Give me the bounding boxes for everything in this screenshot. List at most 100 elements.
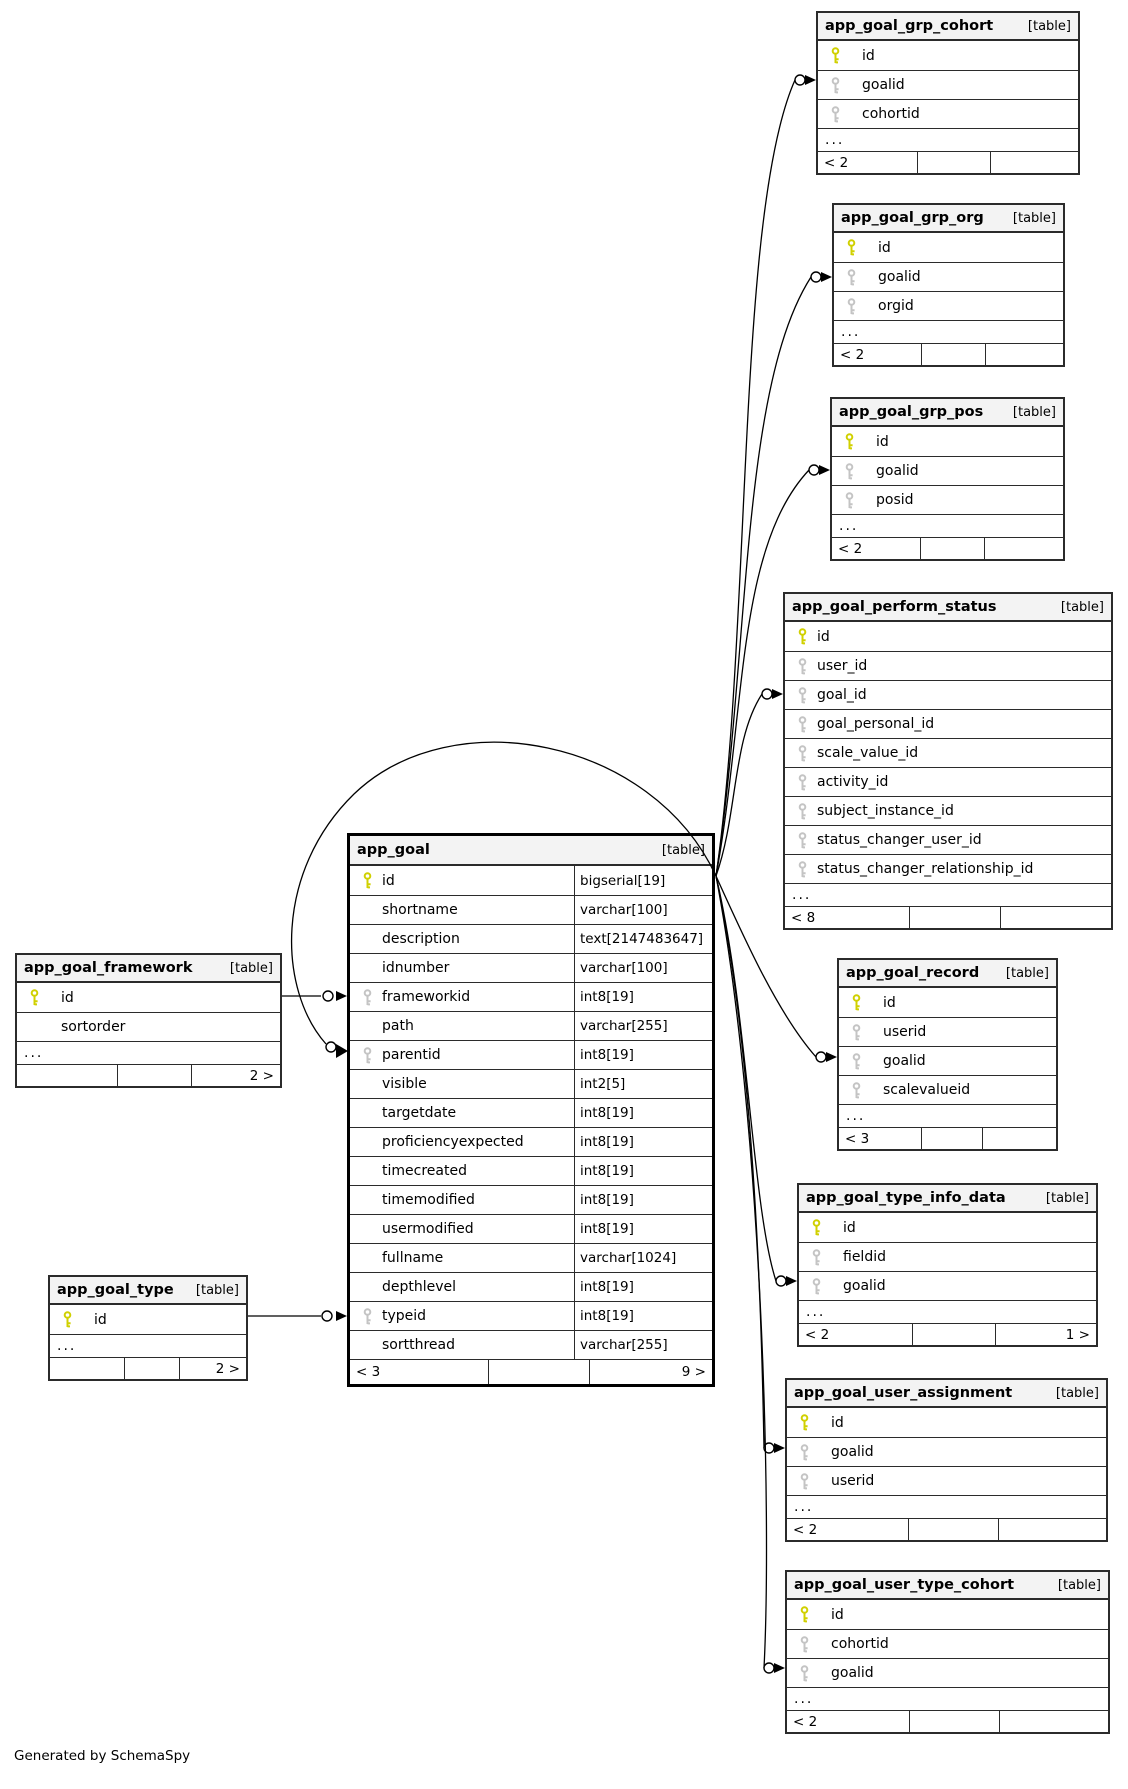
table-footer: < 2	[832, 537, 1063, 560]
column-name: id	[94, 1311, 107, 1328]
key-slot	[796, 1414, 812, 1432]
column-row-sortorder: sortorder	[17, 1012, 280, 1041]
foreign-key-icon	[852, 1052, 860, 1069]
footer-cell	[989, 152, 1078, 174]
key-slot	[794, 860, 810, 878]
key-slot	[841, 491, 857, 509]
foreign-key-icon	[798, 715, 806, 732]
footer-cell	[17, 1065, 117, 1087]
column-type: bigserial[19]	[574, 866, 712, 895]
key-slot	[794, 657, 810, 675]
column-name: fieldid	[843, 1249, 886, 1265]
column-row-scalevalueid: scalevalueid	[839, 1075, 1056, 1104]
column-row-subject_instance_id: subject_instance_id	[785, 796, 1111, 825]
footer-cell: < 2	[838, 541, 863, 557]
column-row-frameworkid: frameworkid int8[19]	[350, 982, 712, 1011]
key-slot	[794, 831, 810, 849]
key-slot	[359, 959, 375, 977]
column-name: sortorder	[61, 1019, 126, 1035]
column-name: scalevalueid	[883, 1082, 971, 1098]
footer-cell	[998, 1711, 1108, 1733]
more-columns-ellipsis: ...	[50, 1334, 246, 1357]
key-slot	[359, 1075, 375, 1093]
footer-cell	[487, 1360, 589, 1384]
relationship-app_goal-user_assignment	[715, 875, 785, 1454]
column-rows: id sortorder	[17, 983, 280, 1041]
table-app_goal_framework[interactable]: app_goal_framework [table] id sortorder... 2…	[15, 953, 282, 1088]
column-name: goalid	[831, 1444, 874, 1460]
table-app_goal_grp_org[interactable]: app_goal_grp_org [table] id goalid orgid... <…	[832, 203, 1065, 367]
column-name: shortname	[382, 902, 458, 918]
table-app_goal_record[interactable]: app_goal_record [table] id userid goalid scal…	[837, 958, 1058, 1151]
column-row-user_id: user_id	[785, 651, 1111, 680]
column-type: int8[19]	[574, 1128, 712, 1156]
key-slot	[827, 76, 843, 94]
key-slot	[827, 47, 843, 65]
table-app_goal_user_type_cohort[interactable]: app_goal_user_type_cohort [table] id cohort…	[785, 1570, 1110, 1734]
table-title[interactable]: app_goal_user_type_cohort	[794, 1577, 1015, 1593]
primary-key-icon	[847, 239, 855, 256]
footer-cell: < 3	[845, 1131, 870, 1147]
table-app_goal_type[interactable]: app_goal_type [table] id... 2 >	[48, 1275, 248, 1381]
column-name: cohortid	[862, 106, 920, 122]
column-row-cohortid: cohortid	[818, 99, 1078, 128]
column-name: description	[382, 931, 460, 947]
table-app_goal_type_info_data[interactable]: app_goal_type_info_data [table] id fieldid g…	[797, 1183, 1098, 1347]
column-name: goal_id	[817, 687, 867, 703]
column-type: varchar[255]	[574, 1331, 712, 1359]
column-name: goalid	[862, 77, 905, 93]
foreign-key-icon	[812, 1248, 820, 1265]
table-tag: [table]	[1057, 1577, 1101, 1593]
column-rows: id	[50, 1305, 246, 1334]
column-type: int8[19]	[574, 1215, 712, 1243]
table-tag: [table]	[661, 842, 705, 858]
table-title[interactable]: app_goal_perform_status	[792, 599, 997, 615]
table-app_goal_perform_status[interactable]: app_goal_perform_status [table] id user_id g…	[783, 592, 1113, 930]
column-row-status_changer_relationship_id: status_changer_relationship_id	[785, 854, 1111, 883]
table-title[interactable]: app_goal_type_info_data	[806, 1190, 1006, 1206]
key-slot	[796, 1443, 812, 1461]
table-app_goal[interactable]: app_goal [table] id bigserial[19] shortname v…	[347, 833, 715, 1387]
footer-cell	[982, 1128, 1056, 1150]
column-row-posid: posid	[832, 485, 1063, 514]
column-name: status_changer_relationship_id	[817, 861, 1034, 877]
column-name: status_changer_user_id	[817, 832, 982, 848]
key-slot	[359, 1249, 375, 1267]
table-footer: < 2	[787, 1518, 1106, 1541]
primary-key-icon	[63, 1311, 71, 1328]
primary-key-icon	[831, 47, 839, 64]
column-row-userid: userid	[839, 1017, 1056, 1046]
foreign-key-icon	[800, 1635, 808, 1652]
key-slot	[359, 1104, 375, 1122]
key-slot	[848, 1023, 864, 1041]
table-title[interactable]: app_goal_grp_pos	[839, 404, 984, 420]
key-slot	[794, 773, 810, 791]
table-tag: [table]	[1012, 404, 1056, 420]
key-slot	[359, 872, 375, 890]
table-title[interactable]: app_goal	[357, 842, 430, 858]
table-title[interactable]: app_goal_framework	[24, 960, 193, 976]
key-slot	[359, 1336, 375, 1354]
table-title[interactable]: app_goal_grp_org	[841, 210, 984, 226]
table-app_goal_grp_cohort[interactable]: app_goal_grp_cohort [table] id goalid cohort…	[816, 11, 1080, 175]
table-title[interactable]: app_goal_record	[846, 965, 980, 981]
column-row-scale_value_id: scale_value_id	[785, 738, 1111, 767]
table-title[interactable]: app_goal_user_assignment	[794, 1385, 1013, 1401]
column-type: int8[19]	[574, 1099, 712, 1127]
column-name: id	[817, 628, 830, 645]
column-name: id	[878, 239, 891, 256]
column-rows: id userid goalid scalevalueid	[839, 988, 1056, 1104]
column-row-id: id	[834, 233, 1063, 262]
foreign-key-icon	[798, 802, 806, 819]
table-app_goal_grp_pos[interactable]: app_goal_grp_pos [table] id goalid posid... <…	[830, 397, 1065, 561]
footer-cell	[997, 1519, 1106, 1541]
column-row-goalid: goalid	[834, 262, 1063, 291]
column-row-id: id	[50, 1305, 246, 1334]
table-header: app_goal [table]	[350, 836, 712, 866]
foreign-key-icon	[831, 105, 839, 122]
table-app_goal_user_assignment[interactable]: app_goal_user_assignment [table] id goalid u…	[785, 1378, 1108, 1542]
column-name: typeid	[382, 1308, 427, 1324]
table-title[interactable]: app_goal_type	[57, 1282, 174, 1298]
table-title[interactable]: app_goal_grp_cohort	[825, 18, 994, 34]
column-name: id	[862, 47, 875, 64]
